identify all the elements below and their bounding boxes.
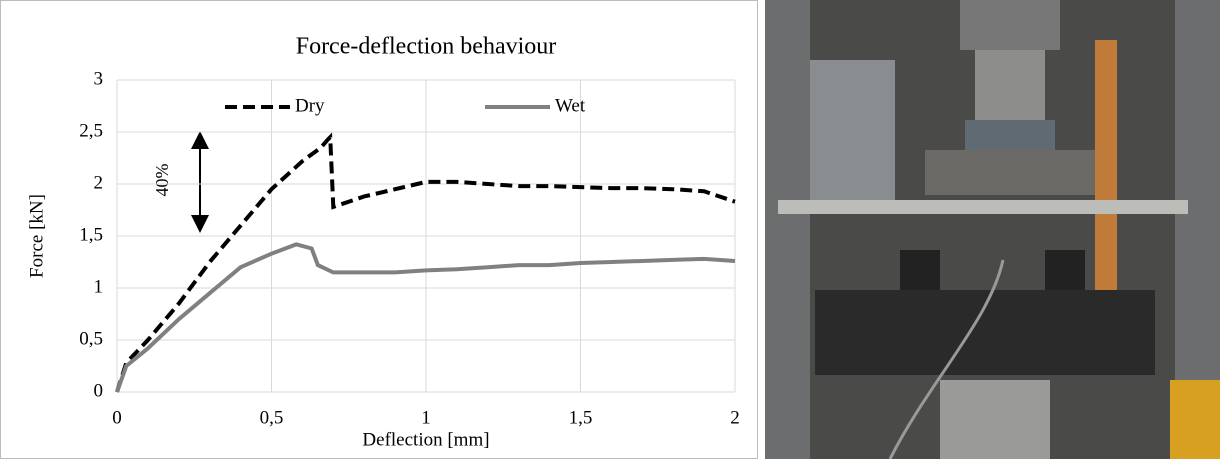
y-tick-label: 0 [94,380,104,401]
y-tick-label: 0,5 [79,328,103,349]
x-tick-label: 2 [730,407,740,428]
y-tick-label: 2,5 [79,120,103,141]
x-axis-label: Deflection [mm] [362,429,489,450]
y-tick-label: 2 [94,172,104,193]
x-tick-label: 1,5 [569,407,593,428]
data-line [115,132,736,393]
x-tick-label: 0 [112,407,122,428]
x-tick-label: 0,5 [260,407,284,428]
photo [765,0,1220,460]
y-axis-label: Force [kN] [26,194,47,278]
legend-label: Dry [295,95,325,116]
y-tick-label: 3 [94,68,104,89]
chart-frame [0,0,758,459]
chart-title: Force-deflection behaviour [296,34,557,60]
x-tick-label: 1 [421,407,431,428]
data-line [115,242,736,393]
legend-label: Wet [555,95,586,116]
annotation-arrow [191,131,209,233]
y-tick-label: 1,5 [79,224,103,245]
y-tick-label: 1 [94,276,104,297]
annotation: 40% [152,164,172,197]
